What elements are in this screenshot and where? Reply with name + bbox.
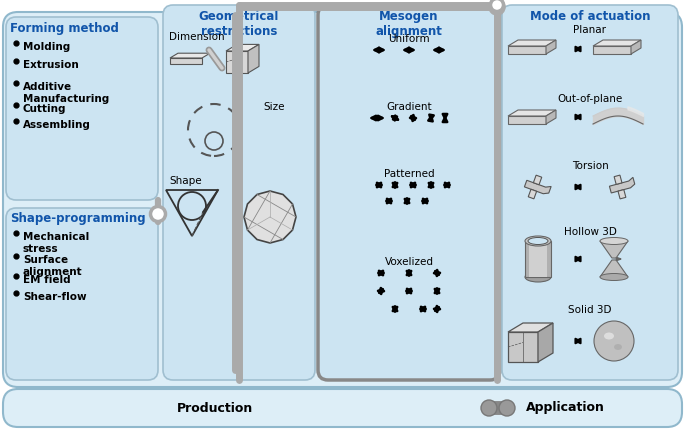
- Polygon shape: [546, 110, 556, 124]
- Polygon shape: [600, 241, 628, 277]
- Polygon shape: [248, 44, 259, 73]
- Ellipse shape: [525, 236, 551, 246]
- Polygon shape: [525, 241, 551, 277]
- Polygon shape: [244, 191, 296, 243]
- Polygon shape: [226, 44, 259, 51]
- Circle shape: [594, 321, 634, 361]
- Text: Geometrical
restrictions: Geometrical restrictions: [199, 10, 279, 38]
- Circle shape: [490, 0, 503, 12]
- Text: Voxelized: Voxelized: [384, 257, 434, 267]
- Polygon shape: [508, 110, 556, 116]
- Text: Solid 3D: Solid 3D: [569, 305, 612, 315]
- Text: Cutting: Cutting: [23, 104, 66, 114]
- FancyBboxPatch shape: [3, 12, 682, 387]
- FancyBboxPatch shape: [502, 5, 678, 380]
- Text: Dimension: Dimension: [169, 32, 225, 42]
- Polygon shape: [508, 332, 538, 362]
- Polygon shape: [508, 323, 553, 332]
- Ellipse shape: [525, 272, 551, 282]
- Ellipse shape: [614, 344, 622, 350]
- Polygon shape: [508, 116, 546, 124]
- Polygon shape: [614, 175, 622, 184]
- Text: Uniform: Uniform: [388, 34, 429, 44]
- Ellipse shape: [604, 333, 614, 340]
- Polygon shape: [610, 177, 635, 193]
- Text: Torsion: Torsion: [571, 161, 608, 171]
- Polygon shape: [546, 40, 556, 54]
- FancyBboxPatch shape: [6, 17, 158, 200]
- Text: Patterned: Patterned: [384, 169, 434, 179]
- Circle shape: [499, 400, 515, 416]
- Text: Shape-programming: Shape-programming: [10, 212, 146, 225]
- FancyBboxPatch shape: [163, 5, 315, 380]
- FancyBboxPatch shape: [6, 208, 158, 380]
- Polygon shape: [534, 175, 542, 185]
- Circle shape: [151, 206, 166, 222]
- Text: Additive
Manufacturing: Additive Manufacturing: [23, 82, 109, 104]
- Text: Size: Size: [263, 102, 284, 112]
- Text: Application: Application: [525, 401, 604, 414]
- Polygon shape: [170, 58, 202, 64]
- Polygon shape: [170, 53, 210, 58]
- Polygon shape: [538, 323, 553, 362]
- Text: Planar: Planar: [573, 25, 606, 35]
- Text: Gradient: Gradient: [386, 102, 432, 112]
- Polygon shape: [529, 241, 547, 277]
- Circle shape: [481, 400, 497, 416]
- Ellipse shape: [600, 238, 628, 245]
- Polygon shape: [508, 46, 546, 54]
- Text: Shear-flow: Shear-flow: [23, 292, 86, 302]
- Text: Hollow 3D: Hollow 3D: [564, 227, 616, 237]
- Polygon shape: [593, 46, 631, 54]
- Polygon shape: [631, 40, 641, 54]
- Text: Mesogen
alignment: Mesogen alignment: [375, 10, 443, 38]
- Text: Production: Production: [177, 401, 253, 414]
- Text: Shape: Shape: [169, 176, 201, 186]
- Polygon shape: [618, 190, 626, 199]
- Text: Extrusion: Extrusion: [23, 60, 79, 70]
- Ellipse shape: [600, 273, 628, 280]
- FancyBboxPatch shape: [318, 5, 500, 380]
- Polygon shape: [528, 189, 536, 199]
- FancyBboxPatch shape: [3, 389, 682, 427]
- Circle shape: [490, 0, 504, 14]
- Text: EM field: EM field: [23, 275, 71, 285]
- Text: Forming method: Forming method: [10, 22, 119, 35]
- Text: Out-of-plane: Out-of-plane: [558, 94, 623, 104]
- Polygon shape: [226, 51, 248, 73]
- Text: Molding: Molding: [23, 42, 71, 52]
- Text: Surface
alignment: Surface alignment: [23, 255, 83, 276]
- Polygon shape: [508, 40, 556, 46]
- Text: Assembling: Assembling: [23, 120, 91, 130]
- Text: Mechanical
stress: Mechanical stress: [23, 232, 89, 254]
- Polygon shape: [525, 180, 551, 194]
- Ellipse shape: [528, 238, 548, 245]
- Text: Mode of actuation: Mode of actuation: [530, 10, 650, 23]
- Polygon shape: [593, 40, 641, 46]
